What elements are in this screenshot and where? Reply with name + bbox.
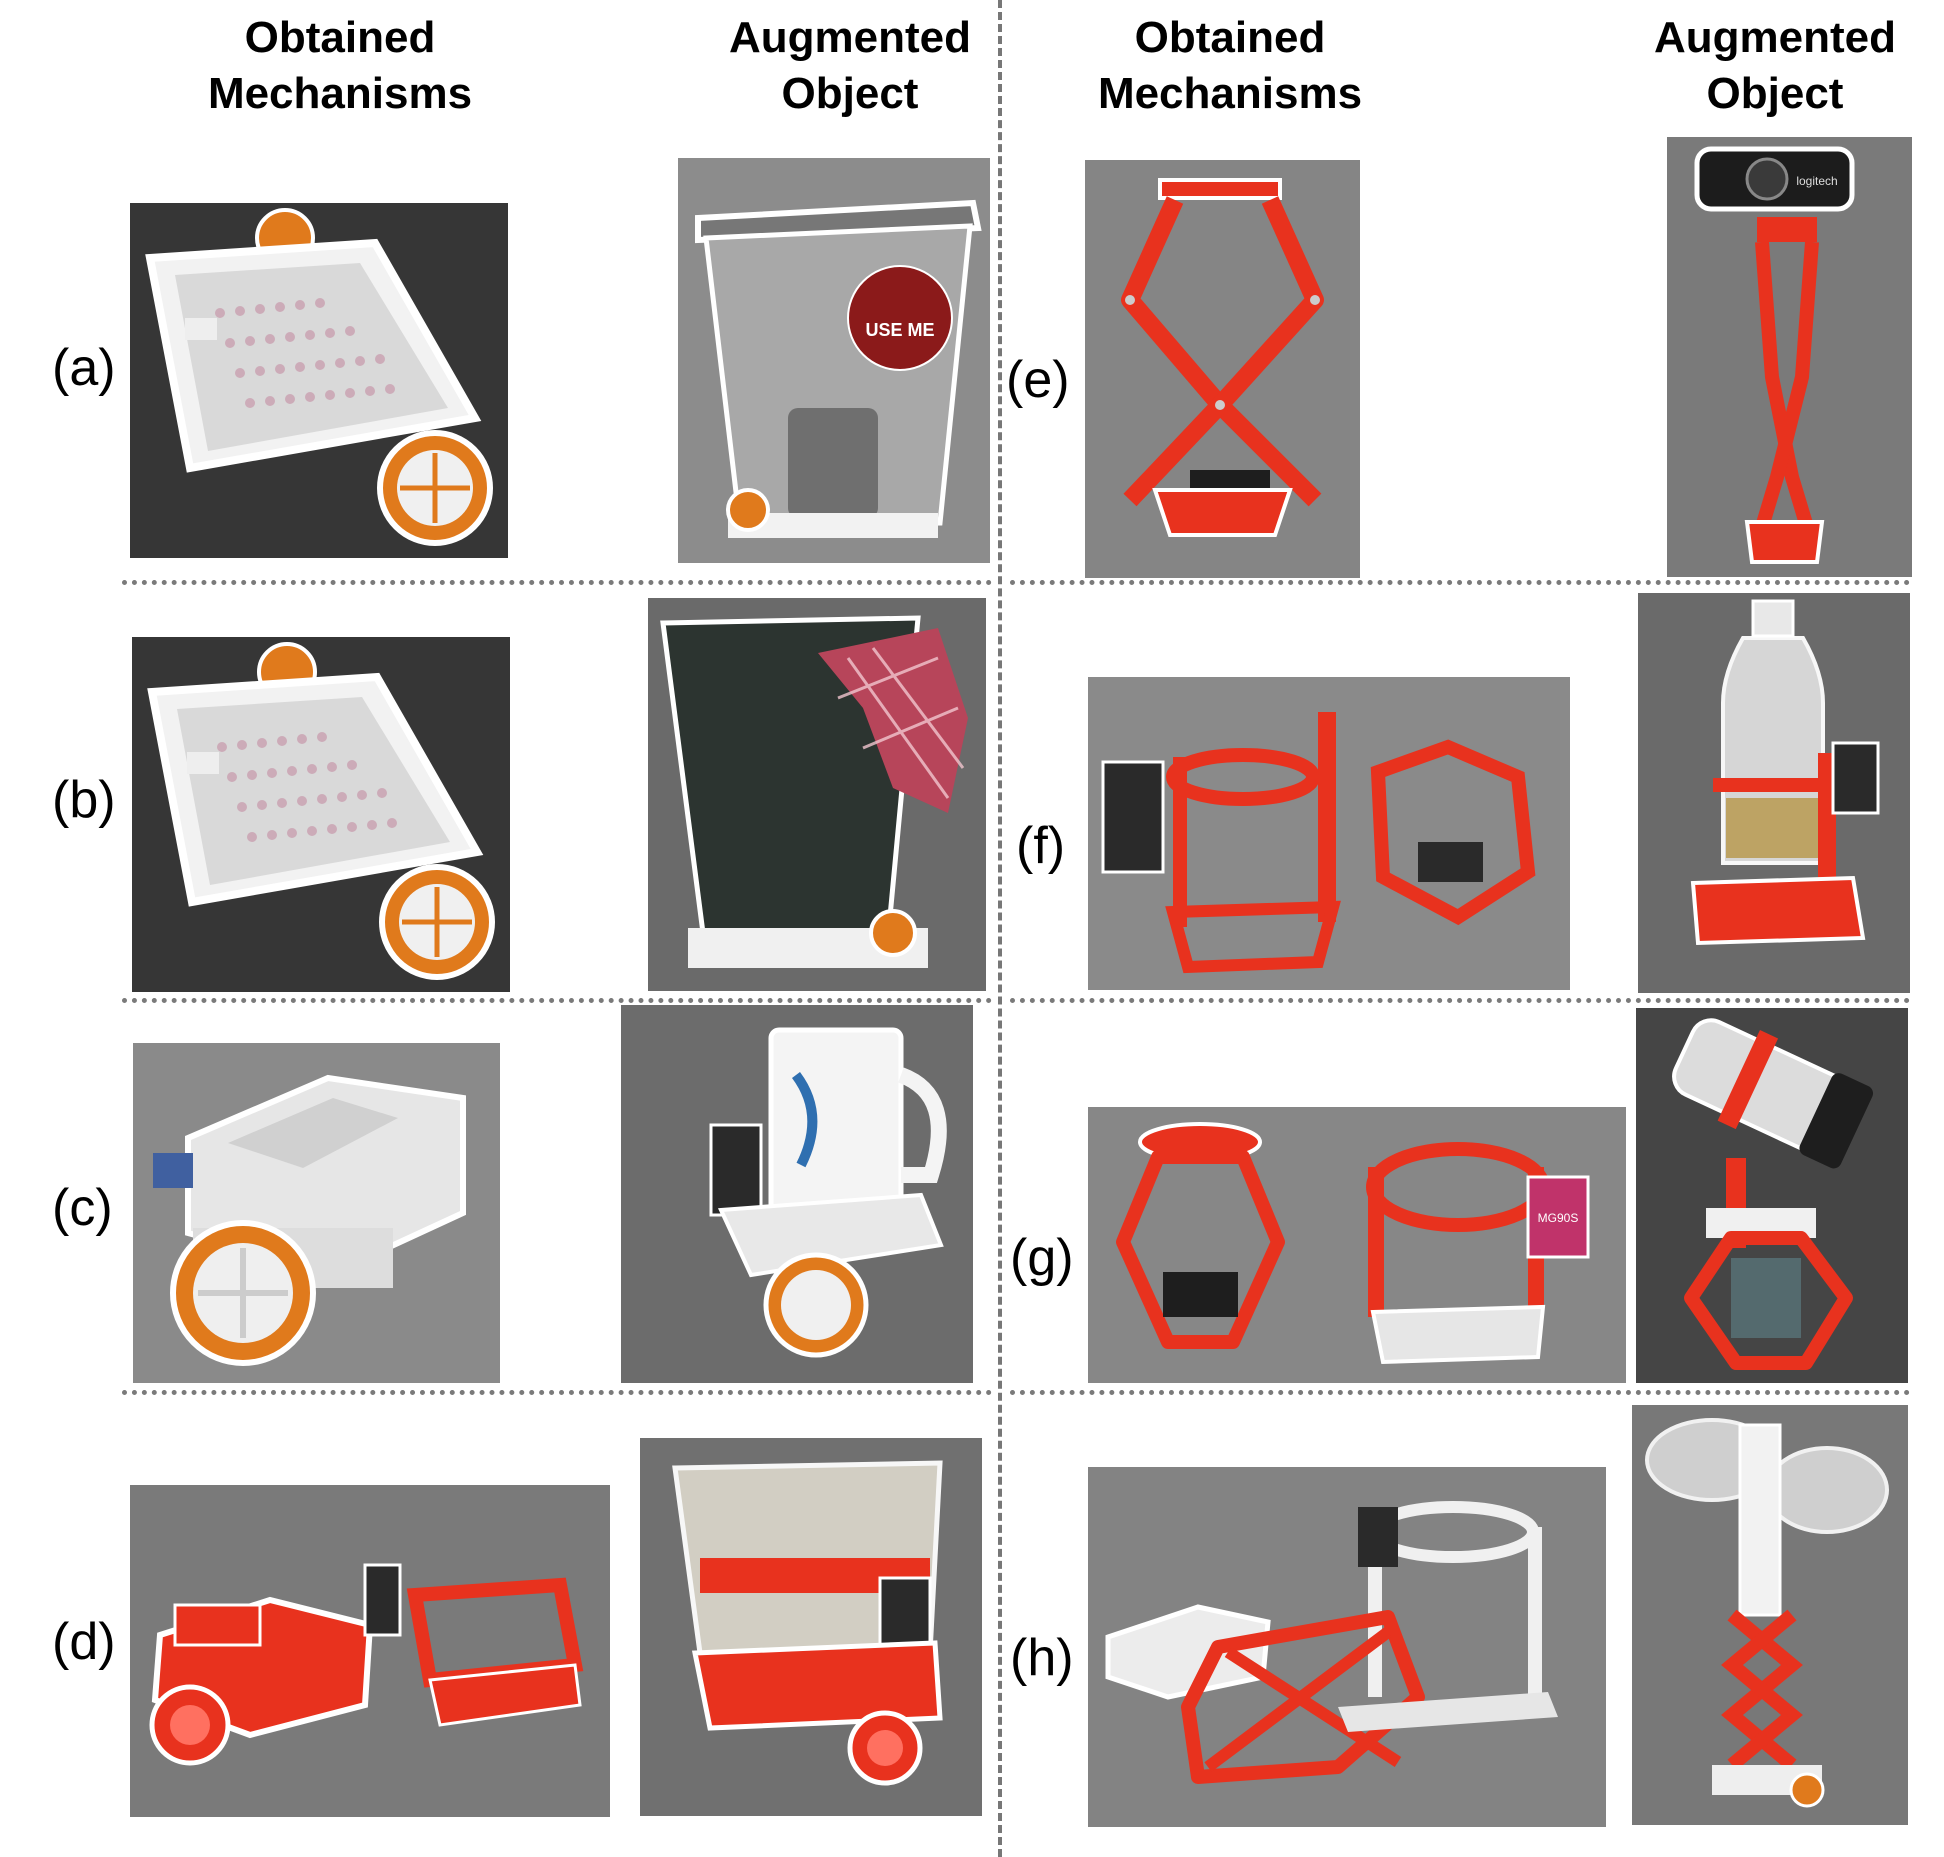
- header-line: Object: [781, 69, 919, 118]
- label-c: (c): [52, 1179, 113, 1237]
- header-line: Augmented: [1654, 13, 1896, 62]
- photo-e-mechanism: [1085, 160, 1360, 578]
- photo-a-mechanism: [130, 203, 508, 558]
- photo-c-augmented: [621, 1005, 973, 1383]
- mug-cart-graphic: [621, 1005, 973, 1383]
- header-line: Object: [1706, 69, 1844, 118]
- scissor-lift-graphic: [1085, 160, 1360, 578]
- jar-tilt-graphic: [1636, 1008, 1908, 1383]
- photo-f-mechanism: [1088, 677, 1570, 990]
- row-divider: [122, 1390, 992, 1395]
- photo-e-augmented: logitech: [1667, 137, 1912, 577]
- scissor-ring-graphic: MG90S: [1088, 1107, 1626, 1383]
- header-line: Obtained: [244, 13, 436, 62]
- label-f: (f): [1016, 817, 1066, 875]
- label-d: (d): [52, 1613, 116, 1671]
- photo-b-augmented: [648, 598, 986, 991]
- bottle-holder-graphic: [1638, 593, 1910, 993]
- row-divider: [122, 580, 992, 585]
- photo-b-mechanism: [132, 637, 510, 992]
- vertical-divider: [998, 0, 1002, 1857]
- header-right-mechanisms: Obtained Mechanisms: [1040, 10, 1420, 122]
- container-cart-graphic: [640, 1438, 982, 1816]
- label-e: (e): [1006, 351, 1070, 409]
- photo-d-augmented: [640, 1438, 982, 1816]
- label-g: (g): [1010, 1229, 1074, 1287]
- header-line: Mechanisms: [1097, 69, 1363, 118]
- ring-holder-mechanism-graphic: [1088, 677, 1570, 990]
- label-a: (a): [52, 339, 116, 397]
- photo-h-augmented: [1632, 1405, 1908, 1825]
- row-divider: [1010, 998, 1910, 1003]
- photo-f-augmented: [1638, 593, 1910, 993]
- sticker-text: USE ME: [865, 320, 934, 340]
- label-b: (b): [52, 771, 116, 829]
- header-left-augmented: Augmented Object: [690, 10, 1010, 122]
- photo-g-augmented: [1636, 1008, 1908, 1383]
- header-left-mechanisms: Obtained Mechanisms: [150, 10, 530, 122]
- webcam-lift-graphic: logitech: [1667, 137, 1912, 577]
- row-divider: [1010, 580, 1910, 585]
- small-cart-graphic: [133, 1043, 500, 1383]
- cart-mechanism-graphic: [132, 637, 510, 992]
- row-divider: [1010, 1390, 1910, 1395]
- red-cart-frame-graphic: [130, 1485, 610, 1817]
- header-line: Obtained: [1134, 13, 1326, 62]
- photo-h-mechanism: [1088, 1467, 1606, 1827]
- laundry-bin-graphic: [648, 598, 986, 991]
- photo-c-mechanism: [133, 1043, 500, 1383]
- webcam-brand-text: logitech: [1796, 174, 1837, 188]
- servo-label-text: MG90S: [1538, 1211, 1579, 1225]
- header-line: Augmented: [729, 13, 971, 62]
- cart-mechanism-graphic: [130, 203, 508, 558]
- header-right-augmented: Augmented Object: [1610, 10, 1940, 122]
- photo-d-mechanism: [130, 1485, 610, 1817]
- bottle-tower-graphic: [1632, 1405, 1908, 1825]
- photo-g-mechanism: MG90S: [1088, 1107, 1626, 1383]
- trash-bin-graphic: USE ME: [678, 158, 990, 563]
- row-divider: [122, 998, 992, 1003]
- header-line: Mechanisms: [207, 69, 473, 118]
- photo-a-augmented: USE ME: [678, 158, 990, 563]
- label-h: (h): [1010, 1629, 1074, 1687]
- combined-mechanism-graphic: [1088, 1467, 1606, 1827]
